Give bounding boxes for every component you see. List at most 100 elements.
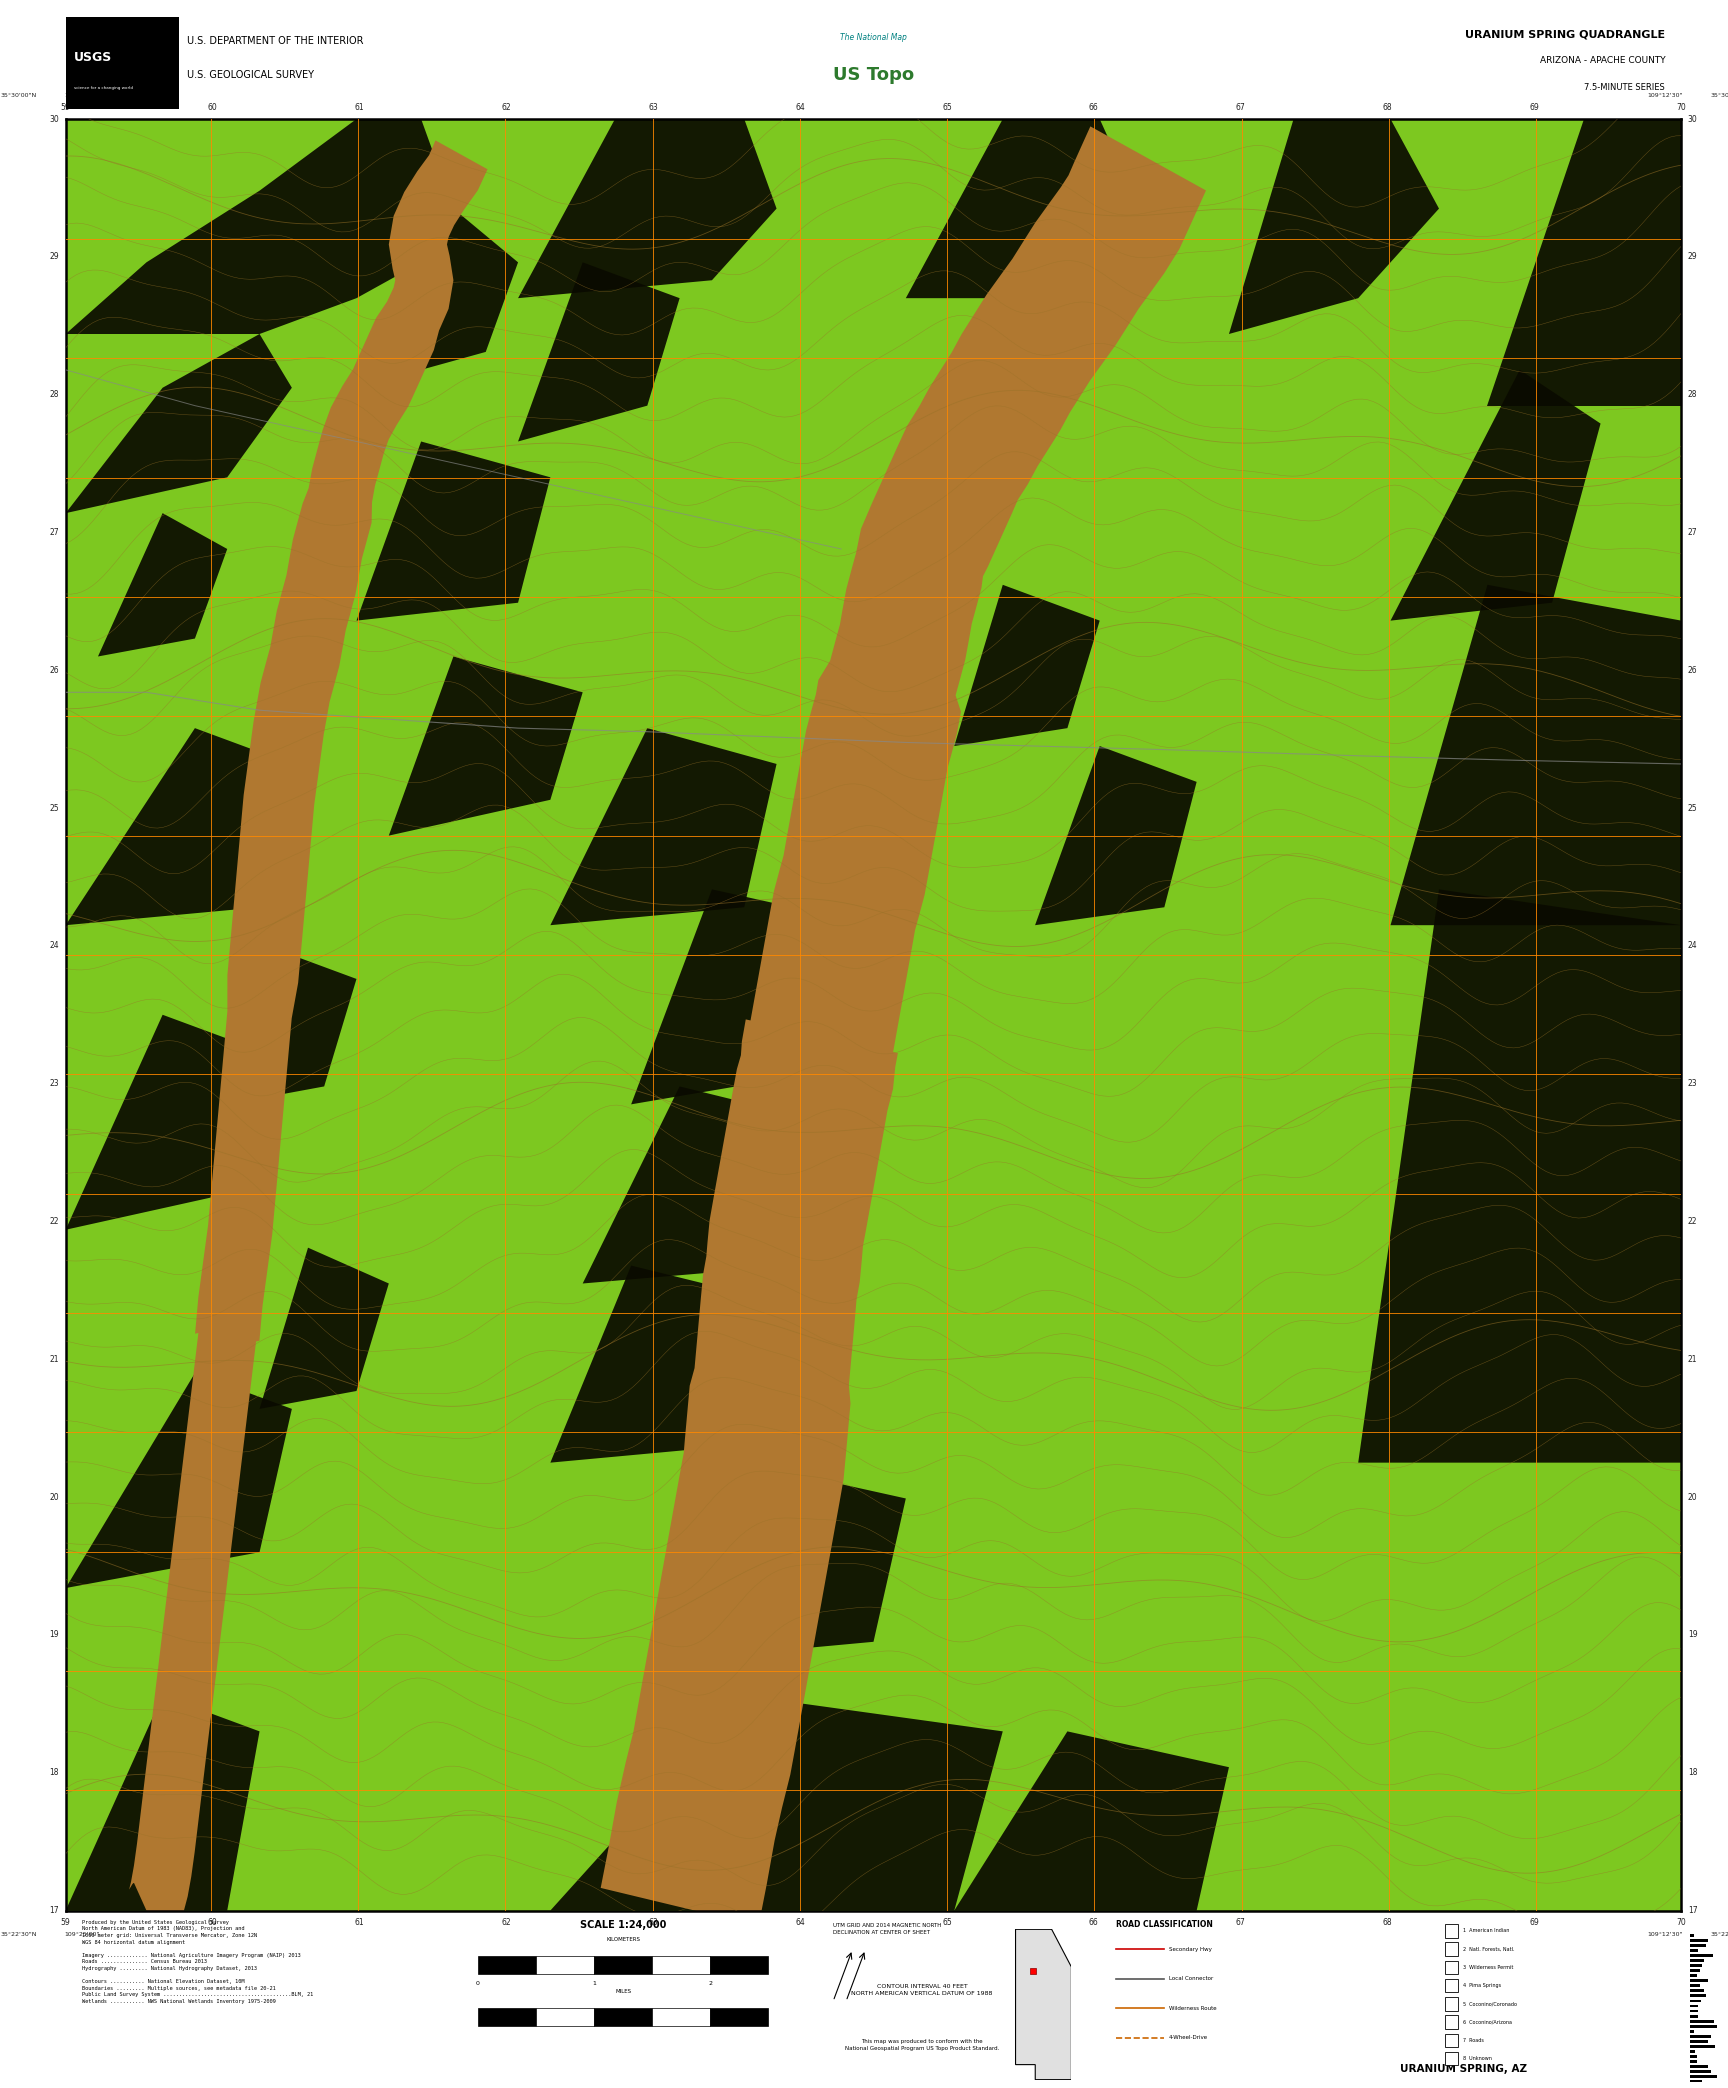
Polygon shape: [1358, 889, 1681, 1462]
Text: 30: 30: [1688, 115, 1697, 123]
Text: MILES: MILES: [615, 1990, 631, 1994]
Polygon shape: [66, 334, 292, 514]
Text: ROAD CLASSIFICATION: ROAD CLASSIFICATION: [1116, 1919, 1213, 1929]
Bar: [536, 1956, 594, 1973]
Bar: [1690, 2000, 1700, 2002]
Text: 23: 23: [1688, 1079, 1697, 1088]
Bar: [1690, 1954, 1712, 1956]
Polygon shape: [582, 1086, 824, 1284]
Text: 21: 21: [50, 1355, 59, 1363]
Text: 25: 25: [50, 804, 59, 812]
Bar: [1445, 1942, 1458, 1956]
Text: 65: 65: [942, 1917, 952, 1927]
Text: 68: 68: [1382, 102, 1393, 113]
Bar: [1690, 1944, 1706, 1946]
Bar: [1690, 2040, 1707, 2042]
Bar: [1690, 2075, 1716, 2078]
Bar: [536, 2009, 594, 2025]
Text: SCALE 1:24,000: SCALE 1:24,000: [581, 1919, 667, 1929]
Text: 1  American Indian: 1 American Indian: [1462, 1929, 1509, 1933]
Bar: [1690, 1940, 1707, 1942]
Text: URANIUM SPRING, AZ: URANIUM SPRING, AZ: [1400, 2065, 1528, 2073]
Polygon shape: [1035, 745, 1196, 925]
Text: 61: 61: [354, 1917, 365, 1927]
Bar: [594, 2009, 651, 2025]
Bar: [1445, 2034, 1458, 2046]
Polygon shape: [550, 1265, 776, 1462]
Polygon shape: [66, 1695, 259, 1911]
Text: UTM GRID AND 2014 MAGNETIC NORTH
DECLINATION AT CENTER OF SHEET: UTM GRID AND 2014 MAGNETIC NORTH DECLINA…: [833, 1923, 942, 1936]
Text: 109°25'00": 109°25'00": [64, 92, 100, 98]
Text: 22: 22: [50, 1217, 59, 1226]
Polygon shape: [356, 209, 518, 388]
Bar: [1690, 1990, 1704, 1992]
Text: 64: 64: [795, 1917, 805, 1927]
Text: 21: 21: [1688, 1355, 1697, 1363]
Text: URANIUM SPRING QUADRANGLE: URANIUM SPRING QUADRANGLE: [1465, 29, 1666, 40]
Polygon shape: [66, 1015, 259, 1230]
Bar: [1445, 1925, 1458, 1938]
Text: 4  Pima Springs: 4 Pima Springs: [1462, 1984, 1502, 1988]
Text: 1: 1: [593, 1982, 596, 1986]
Bar: [1690, 2080, 1702, 2084]
Text: US Topo: US Topo: [833, 65, 914, 84]
Text: Local Connector: Local Connector: [1170, 1977, 1213, 1982]
Text: 17: 17: [1688, 1906, 1697, 1915]
Polygon shape: [228, 944, 356, 1105]
Text: 63: 63: [648, 102, 658, 113]
Text: 2  Natl. Forests, Natl.: 2 Natl. Forests, Natl.: [1462, 1946, 1514, 1952]
Polygon shape: [631, 889, 873, 1105]
Bar: [1445, 2053, 1458, 2065]
Text: 20: 20: [1688, 1493, 1697, 1501]
Text: USGS: USGS: [74, 50, 112, 65]
Text: 18: 18: [50, 1769, 59, 1777]
Text: 64: 64: [795, 102, 805, 113]
Bar: [1690, 1959, 1704, 1963]
Text: Secondary Hwy: Secondary Hwy: [1170, 1946, 1211, 1952]
Text: 35°30'00"N: 35°30'00"N: [0, 92, 36, 98]
Text: 69: 69: [1529, 1917, 1540, 1927]
Text: 62: 62: [501, 1917, 511, 1927]
Text: 18: 18: [1688, 1769, 1697, 1777]
Text: 60: 60: [207, 1917, 218, 1927]
Text: 109°25'00": 109°25'00": [64, 1931, 100, 1938]
Text: 0: 0: [475, 1982, 480, 1986]
Bar: [651, 2009, 710, 2025]
Text: 5  Coconino/Coronado: 5 Coconino/Coronado: [1462, 2002, 1517, 2007]
Text: The National Map: The National Map: [840, 33, 907, 42]
Text: 69: 69: [1529, 102, 1540, 113]
Text: 65: 65: [942, 102, 952, 113]
Polygon shape: [1229, 119, 1439, 334]
Text: 35°22'30"N: 35°22'30"N: [1711, 1931, 1728, 1938]
Bar: [1690, 1984, 1700, 1988]
Polygon shape: [905, 119, 1132, 299]
Text: 61: 61: [354, 102, 365, 113]
Text: 66: 66: [1089, 102, 1099, 113]
Polygon shape: [679, 1462, 905, 1660]
Text: 20: 20: [50, 1493, 59, 1501]
Bar: [1690, 2065, 1707, 2067]
Text: 17: 17: [50, 1906, 59, 1915]
Text: 35°22'30"N: 35°22'30"N: [0, 1931, 36, 1938]
Text: 59: 59: [60, 1917, 71, 1927]
Bar: [1690, 2015, 1699, 2017]
Text: 8  Unknown: 8 Unknown: [1462, 2057, 1491, 2061]
Bar: [1690, 2004, 1697, 2007]
Polygon shape: [601, 127, 1206, 1925]
Bar: [710, 1956, 769, 1973]
Text: 28: 28: [50, 390, 59, 399]
Bar: [1690, 2050, 1695, 2053]
Text: 70: 70: [1676, 1917, 1687, 1927]
Text: Produced by the United States Geological Survey
North American Datum of 1983 (NA: Produced by the United States Geological…: [81, 1919, 313, 2004]
Text: U.S. DEPARTMENT OF THE INTERIOR: U.S. DEPARTMENT OF THE INTERIOR: [187, 35, 363, 46]
Text: 24: 24: [50, 942, 59, 950]
Text: 35°30'00"N: 35°30'00"N: [1711, 92, 1728, 98]
Text: 7.5-MINUTE SERIES: 7.5-MINUTE SERIES: [1585, 84, 1666, 92]
Bar: [1690, 1979, 1709, 1982]
Bar: [1690, 1969, 1700, 1971]
Text: 67: 67: [1236, 1917, 1246, 1927]
Text: science for a changing world: science for a changing world: [74, 86, 133, 90]
Bar: [710, 2009, 769, 2025]
Text: 66: 66: [1089, 1917, 1099, 1927]
Text: 27: 27: [50, 528, 59, 537]
